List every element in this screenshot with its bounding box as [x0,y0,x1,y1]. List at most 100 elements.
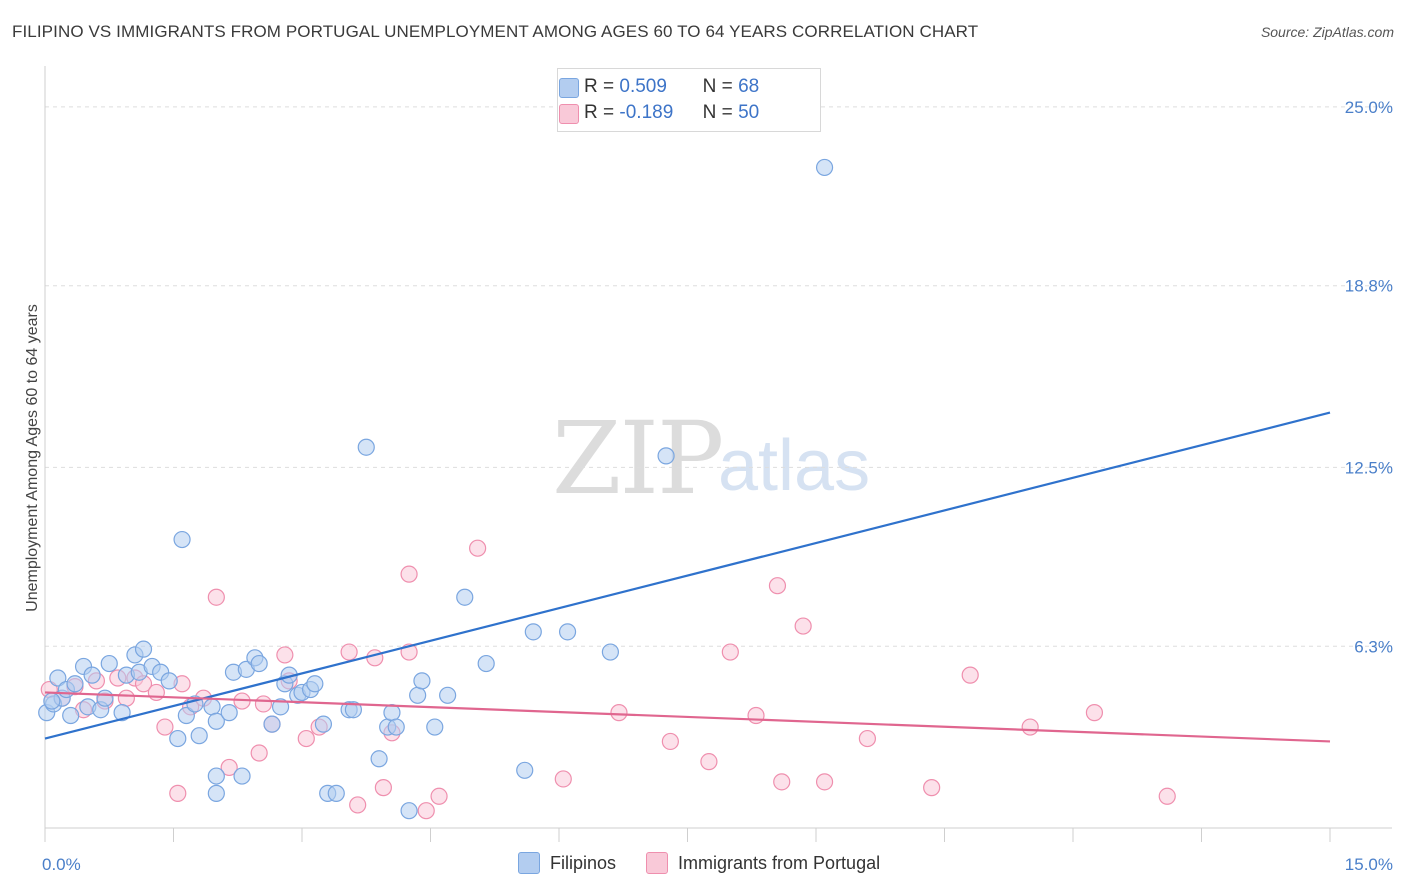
filipino-point [233,767,251,785]
legend-swatch-portugal [559,104,579,124]
portugal-point [1158,787,1176,805]
legend-label-portugal: Immigrants from Portugal [678,852,881,873]
legend-label-filipinos: Filipinos [550,852,617,873]
filipino-point [96,689,114,707]
filipino-point [190,727,208,745]
axes [44,66,1392,842]
portugal-point [417,802,435,820]
filipino-point [439,686,457,704]
legend-r-label: R = [584,76,615,97]
legend-swatch-portugal [646,852,669,874]
portugal-point [961,666,979,684]
portugal-point [220,758,238,777]
portugal-point [1085,704,1104,722]
filipino-point [400,802,418,820]
portugal-point [349,796,367,814]
filipino-point [49,669,67,687]
filipino-point [815,158,834,177]
filipino-point [169,729,187,748]
filipino-point [409,686,427,704]
portugal-point [374,779,392,797]
portugal-point [773,773,791,791]
y-tick-label: 6.3% [1354,637,1393,656]
portugal-point [610,704,628,722]
watermark-atlas: atlas [718,426,871,506]
filipino-point [177,706,195,725]
filipino-point [601,643,620,661]
legend-n-label: N = [702,102,733,123]
filipino-point [173,530,191,549]
filipino-point [263,715,281,733]
portugal-point [117,689,135,707]
filipino-point [387,718,405,736]
portugal-point [858,729,877,748]
trend-lines [44,411,1331,743]
portugal-point [554,770,572,788]
legend-n-value: 68 [738,76,760,97]
filipino-point [100,654,118,673]
portugal-point [923,779,941,797]
source-label: Source: ZipAtlas.com [1260,24,1394,40]
filipino-point [370,750,388,768]
portugal-point [815,773,834,791]
portugal-point [1021,718,1039,736]
filipino-point [43,692,61,710]
portugal-point [156,718,174,736]
y-tick-label: 18.8% [1345,277,1393,296]
filipino-points [38,158,834,820]
chart-title: FILIPINO VS IMMIGRANTS FROM PORTUGAL UNE… [12,22,979,41]
filipino-point [250,654,268,673]
filipino-point [516,761,534,779]
series-legend: Filipinos Immigrants from Portugal [518,852,910,874]
legend-swatch-filipinos [518,852,540,874]
portugal-point [250,744,268,762]
filipino-point [83,666,101,684]
x-tick-label: 15.0% [1345,855,1393,874]
portugal-point [276,646,294,664]
y-tick-label: 12.5% [1345,458,1393,477]
portugal-point [147,683,165,702]
filipino-point [220,704,238,722]
filipino-point [477,654,495,673]
x-tick-label: 0.0% [42,855,81,874]
filipino-point [113,704,131,722]
filipino-point [344,701,362,719]
filipino-point [657,447,675,465]
portugal-point [768,577,787,595]
filipino-point [62,706,80,725]
legend-item-portugal: Immigrants from Portugal [646,852,880,874]
portugal-point [340,643,358,661]
filipino-point [207,784,225,802]
legend-item-filipinos: Filipinos [518,852,616,874]
portugal-point [207,588,225,606]
filipino-point [306,675,324,693]
portugal-point [700,753,718,771]
legend-row-filipinos: R = 0.509 N = 68 [559,75,760,99]
portugal-point [366,649,384,667]
filipino-point [456,588,474,606]
portugal-point [400,565,418,583]
legend-r-value: 0.509 [619,76,667,97]
portugal-point [430,787,448,805]
portugal-trend-line [44,691,1331,743]
legend-row-portugal: R = -0.189 N = 50 [559,101,760,125]
legend-r-label: R = [584,102,615,123]
correlation-legend: R = 0.509 N = 68 R = -0.189 N = 50 [557,68,821,132]
filipino-point [558,623,577,641]
filipino-point [203,698,221,716]
filipino-point [314,715,333,733]
filipino-point [160,672,178,690]
portugal-point [297,729,315,748]
y-axis-label: Unemployment Among Ages 60 to 64 years [24,304,41,612]
filipino-point [66,675,84,693]
portugal-point [721,643,739,661]
portugal-point [794,617,812,635]
legend-n-value: 50 [738,102,760,123]
portugal-point [169,784,187,802]
grid-lines [45,106,1392,647]
filipino-point [413,672,431,690]
filipino-point [271,698,290,716]
portugal-point [469,539,487,557]
filipino-point [327,784,345,802]
